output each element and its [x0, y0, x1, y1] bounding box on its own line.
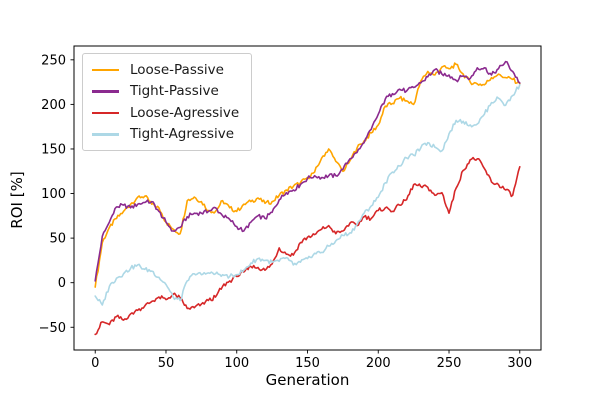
legend-line-swatch: [92, 133, 119, 136]
plot-area: [94, 60, 521, 336]
x-tick-label: 250: [437, 356, 462, 371]
line-tight-passive: [94, 60, 521, 282]
y-tick-label: 150: [41, 142, 66, 157]
legend-label: Tight-Passive: [130, 83, 219, 100]
legend-label: Loose-Agressive: [130, 104, 240, 121]
y-axis-label: ROI [%]: [8, 171, 26, 229]
legend-item-loose-agressive: Loose-Agressive: [92, 102, 239, 124]
legend-line-swatch: [92, 111, 119, 114]
x-tick-label: 50: [158, 356, 175, 371]
legend: Loose-Passive Tight-Passive Loose-Agress…: [82, 53, 253, 151]
y-tick-label: 250: [41, 53, 66, 68]
x-axis-ticks: 0 50 100 150 200 250 300: [91, 350, 532, 371]
line-loose-agressive: [94, 156, 521, 336]
legend-item-tight-passive: Tight-Passive: [92, 81, 239, 103]
line-tight-agressive: [94, 84, 521, 306]
x-axis-label: Generation: [265, 371, 350, 389]
legend-line-swatch: [92, 68, 119, 71]
y-tick-label: 0: [58, 276, 66, 291]
y-tick-label: −50: [39, 321, 66, 336]
x-tick-label: 200: [366, 356, 391, 371]
y-tick-label: 200: [41, 98, 66, 113]
x-tick-label: 150: [295, 356, 320, 371]
legend-label: Loose-Passive: [130, 61, 224, 78]
x-tick-label: 300: [507, 356, 532, 371]
x-tick-label: 100: [224, 356, 249, 371]
legend-item-tight-agressive: Tight-Agressive: [92, 124, 239, 146]
x-tick-label: 0: [91, 356, 99, 371]
legend-line-swatch: [92, 90, 119, 93]
y-tick-label: 50: [49, 232, 66, 247]
legend-label: Tight-Agressive: [130, 126, 235, 143]
y-axis-ticks: −50 0 50 100 150 200 250: [39, 53, 74, 336]
legend-item-loose-passive: Loose-Passive: [92, 59, 239, 81]
y-tick-label: 100: [41, 187, 66, 202]
